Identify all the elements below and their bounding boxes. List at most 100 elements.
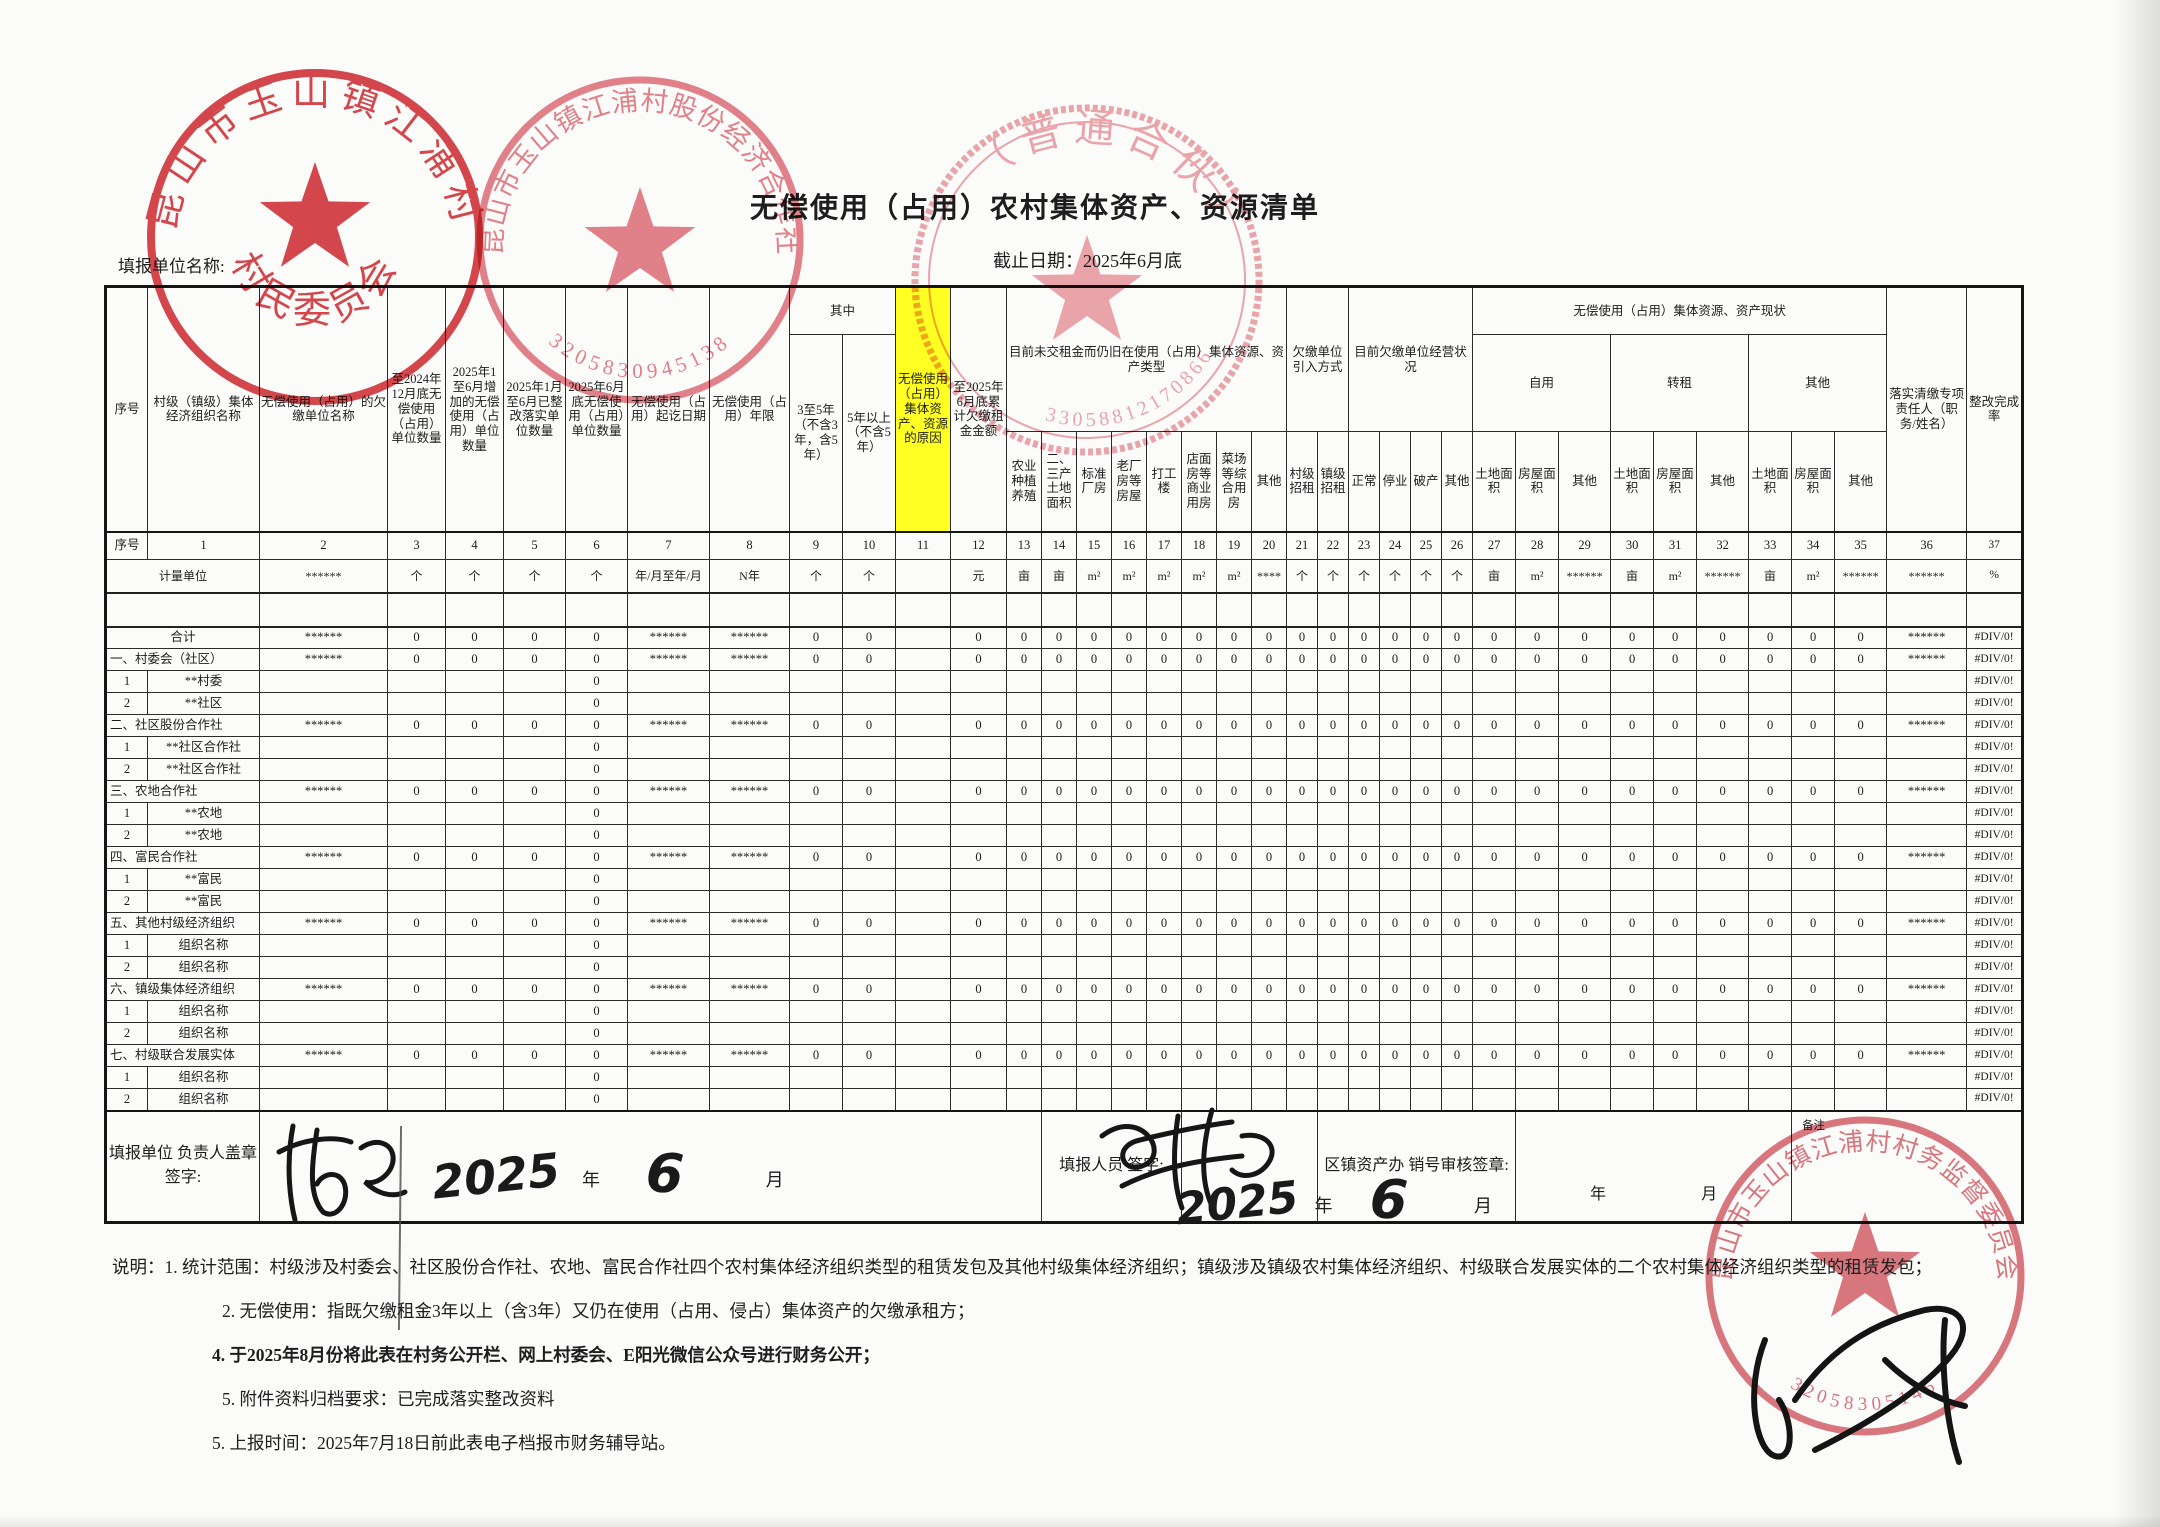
value-cell (1216, 934, 1253, 957)
value-cell: 0 (565, 824, 628, 847)
header-self-land: 土地面积 (1472, 431, 1517, 532)
value-cell (1653, 934, 1698, 957)
value-cell (1146, 934, 1183, 957)
value-cell (1111, 1000, 1148, 1023)
value-cell (503, 824, 566, 847)
value-cell (1441, 692, 1474, 715)
value-cell (1041, 868, 1078, 891)
value-cell (1610, 736, 1655, 759)
value-cell: 0 (1696, 912, 1750, 935)
value-cell (387, 868, 446, 891)
header-sublet-house: 房屋面积 (1653, 431, 1698, 532)
value-cell (1348, 934, 1381, 957)
value-cell (1834, 1066, 1888, 1089)
row-label: 组织名称 (147, 1022, 260, 1045)
value-cell (1216, 670, 1253, 693)
value-cell: ****** (1886, 912, 1968, 935)
unit-cell: 亩 (1006, 559, 1043, 593)
col-number: 34 (1791, 530, 1836, 560)
unit-cell: m² (1653, 559, 1698, 593)
value-cell (1696, 934, 1750, 957)
value-cell (387, 758, 446, 781)
value-cell: 0 (565, 758, 628, 781)
value-cell: 0 (1748, 648, 1793, 671)
table-row: 二、社区股份合作社 ****** 0 0 0 0 ****** ****** 0 0 0 0 0 0 0 0 0… (105, 714, 2024, 737)
value-cell (627, 802, 710, 825)
value-cell (709, 934, 790, 957)
value-cell (445, 868, 504, 891)
col-number: 24 (1379, 530, 1412, 560)
value-cell (1558, 1088, 1612, 1111)
value-cell (1111, 934, 1148, 957)
value-cell (1441, 802, 1474, 825)
value-cell (1515, 758, 1560, 781)
value-cell: 0 (1181, 626, 1218, 649)
col-number: 37 (1966, 530, 2024, 560)
value-cell (1111, 824, 1148, 847)
header-other-use: 其他 (1748, 334, 1888, 432)
col-number: 5 (503, 530, 566, 560)
value-cell: 0 (789, 780, 843, 803)
value-cell (1558, 1066, 1612, 1089)
value-cell: ****** (259, 648, 388, 671)
value-cell (1441, 1088, 1474, 1111)
value-cell (1006, 692, 1043, 715)
value-cell: 0 (1472, 780, 1517, 803)
value-cell (503, 670, 566, 693)
table-body: 序号 1 2 3 4 5 6 7 8 9 10 11 12 13 14 15 16 17 18 19 20 21 22 23 2… (105, 530, 2024, 1111)
value-cell (841, 868, 897, 891)
value-cell (1317, 956, 1350, 979)
value-cell (1791, 956, 1836, 979)
value-cell: ****** (259, 626, 388, 649)
value-cell (709, 736, 790, 759)
value-cell: 0 (950, 912, 1008, 935)
value-cell (1317, 934, 1350, 957)
value-cell (445, 890, 504, 913)
value-cell (1379, 868, 1412, 891)
value-cell: ****** (709, 978, 790, 1001)
value-cell: 0 (1558, 626, 1612, 649)
note-line: 说明：1. 统计范围：村级涉及村委会、社区股份合作社、农地、富民合作社四个农村集… (112, 1257, 1932, 1277)
value-cell: 0 (1111, 648, 1148, 671)
note-line: 5. 上报时间：2025年7月18日前此表电子档报市财务辅导站。 (212, 1433, 676, 1453)
value-cell: 0 (1251, 648, 1288, 671)
value-cell (627, 1022, 710, 1045)
value-cell: ****** (709, 1044, 790, 1067)
value-cell: 0 (1181, 780, 1218, 803)
value-cell: 0 (950, 780, 1008, 803)
value-cell (1041, 1088, 1078, 1111)
header-other-other: 其他 (1834, 431, 1888, 532)
row-label: 组织名称 (147, 1066, 260, 1089)
value-cell (1216, 758, 1253, 781)
value-cell (1696, 890, 1750, 913)
value-cell: 0 (1410, 912, 1443, 935)
value-cell: 0 (1834, 912, 1888, 935)
value-cell: 0 (1216, 714, 1253, 737)
value-cell (1441, 1022, 1474, 1045)
value-cell: 0 (1111, 978, 1148, 1001)
value-cell (1748, 1066, 1793, 1089)
value-cell: 0 (1181, 714, 1218, 737)
value-cell (1111, 802, 1148, 825)
value-cell (1441, 1000, 1474, 1023)
header-group-asset-type: 目前未交租金而仍旧在使用（占用）集体资源、资产类型 (1006, 286, 1288, 432)
value-cell: 0 (1317, 846, 1350, 869)
value-cell (1286, 591, 1319, 628)
value-cell (1181, 824, 1218, 847)
value-cell: 0 (1216, 978, 1253, 1001)
value-cell: 0 (503, 714, 566, 737)
value-cell (950, 1066, 1008, 1089)
col-number: 33 (1748, 530, 1793, 560)
value-cell (503, 1088, 566, 1111)
value-cell (1111, 670, 1148, 693)
value-cell (950, 824, 1008, 847)
value-cell: 0 (1558, 780, 1612, 803)
unit-cell: 个 (1441, 559, 1474, 593)
header-date-range: 无偿使用（占用）起讫日期 (627, 286, 710, 532)
value-cell (1610, 934, 1655, 957)
value-cell: 0 (1076, 648, 1113, 671)
value-cell: 0 (1111, 1044, 1148, 1067)
value-cell (445, 591, 504, 628)
value-cell (1286, 934, 1319, 957)
